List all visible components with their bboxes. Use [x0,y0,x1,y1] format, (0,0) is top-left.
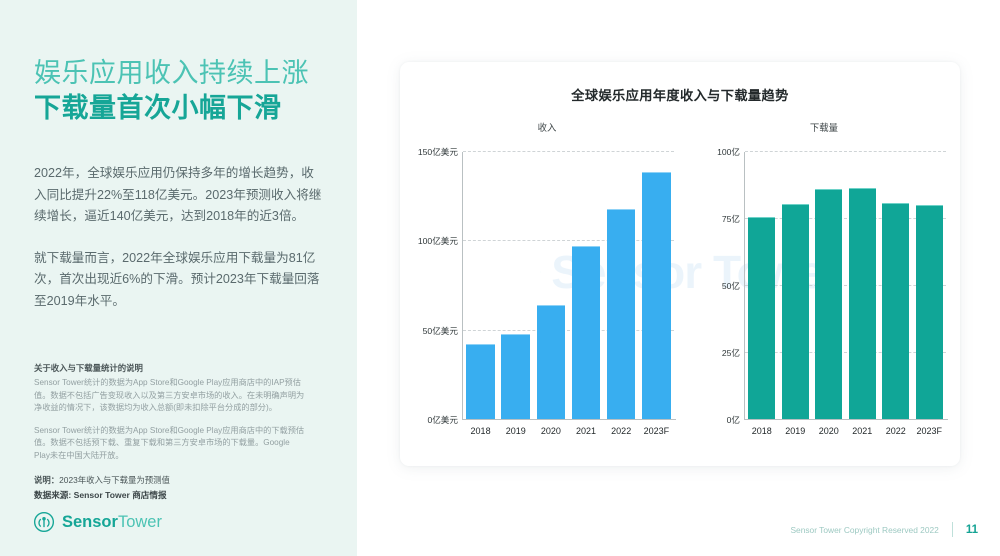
bar-slot [536,152,566,419]
page-number: 11 [965,523,978,536]
bar-slot [642,152,671,419]
body-copy: 2022年，全球娱乐应用仍保持多年的增长趋势，收入同比提升22%至118亿美元。… [34,163,324,312]
footnote-revenue: Sensor Tower统计的数据为App Store和Google Play应… [34,378,305,413]
bar-slot [466,152,495,419]
downloads-gridline [745,285,946,286]
wordmark-sensor: Sensor [62,513,118,531]
explanation-value: 2023年收入与下载量为预测值 [59,474,170,485]
downloads-bar-2021[interactable] [848,188,876,419]
footer: Sensor Tower Copyright Reserved 2022 11 [790,522,978,537]
sensor-tower-logo: SensorTower [33,511,162,533]
downloads-gridline [745,151,946,152]
explanation-line: 说明：2023年收入与下载量为预测值 [34,474,306,487]
downloads-y-tick-label: 50亿 [721,281,740,291]
revenue-bars [463,152,674,419]
bar-slot [915,152,943,419]
revenue-x-label-2018: 2018 [470,426,491,436]
downloads-bar-2022[interactable] [882,202,910,419]
data-source-line: 数据来源: Sensor Tower 商店情报 [34,489,167,500]
downloads-x-label-2022: 2022 [885,426,906,436]
chart-title: 全球娱乐应用年度收入与下载量趋势 [571,88,789,103]
downloads-plot: 0亿 25亿 50亿 75亿 100亿 [700,147,948,425]
revenue-x-label-2020: 2020 [540,426,561,436]
bar-slot [606,152,636,419]
chart-card: 全球娱乐应用年度收入与下载量趋势 Sensor Tower 收入 0亿美元 50亿… [400,62,960,466]
bar-slot [815,152,843,419]
revenue-y-axis [462,152,463,420]
downloads-bar-2023F[interactable] [915,205,943,419]
downloads-y-tick-label: 100亿 [717,147,740,157]
page-title: 娱乐应用收入持续上涨 下载量首次小幅下滑 [34,56,344,126]
downloads-y-axis [744,152,745,420]
revenue-x-label-2022: 2022 [611,426,632,436]
downloads-x-label-2020: 2020 [818,426,839,436]
downloads-bar-2019[interactable] [781,204,809,419]
downloads-y-tick-label: 75亿 [721,214,740,224]
downloads-y-tick-label: 25亿 [721,348,740,358]
footnote-downloads: Sensor Tower统计的数据为App Store和Google Play应… [34,425,305,460]
downloads-x-label-2021: 2021 [852,426,873,436]
wordmark-tower: Tower [117,513,162,531]
downloads-y-tick-label: 0亿 [726,415,740,425]
downloads-x-label-2018: 2018 [751,426,772,436]
downloads-gridline [745,352,946,353]
downloads-bars [745,152,946,419]
explanation-label: 说明： [34,474,60,485]
revenue-bar-2019[interactable] [501,333,530,419]
revenue-gridline [463,240,674,242]
revenue-x-label-2021: 2021 [576,426,597,436]
copyright-text: Sensor Tower Copyright Reserved 2022 [790,524,939,535]
downloads-x-label-2023F: 2023F [916,426,943,436]
bar-slot [848,152,876,419]
left-info-panel: 娱乐应用收入持续上涨 下载量首次小幅下滑 2022年，全球娱乐应用仍保持多年的增… [0,0,357,556]
revenue-subtitle: 收入 [537,122,557,133]
revenue-panel: 收入 0亿美元 50亿美元 100亿美元 150亿美元 2018 2019 2020 202… [418,120,676,450]
revenue-bar-2021[interactable] [571,246,601,419]
headline-line-1: 娱乐应用收入持续上涨 [34,58,309,88]
revenue-y-tick-label: 0亿美元 [427,415,458,425]
headline-line-2: 下载量首次小幅下滑 [34,93,282,123]
revenue-x-axis [462,419,676,420]
bar-slot [501,152,530,419]
revenue-bar-2020[interactable] [536,305,566,419]
sensor-tower-wordmark: SensorTower [62,511,162,533]
revenue-y-tick-label: 50亿美元 [422,325,458,336]
downloads-panel: 下载量 0亿 25亿 50亿 75亿 100亿 2018 2019 2020 2021 2022… [700,120,948,450]
downloads-gridline [745,218,946,219]
bar-slot [781,152,809,419]
footnotes-title: 关于收入与下载量统计的说明 [34,363,143,373]
bar-slot [882,152,910,419]
revenue-gridline [463,329,674,331]
revenue-x-label-2019: 2019 [505,426,526,436]
sensor-tower-antenna-icon [33,511,55,533]
revenue-y-tick-label: 100亿美元 [417,236,458,247]
revenue-x-label-2023F: 2023F [643,426,670,436]
revenue-y-tick-label: 150亿美元 [417,147,458,157]
revenue-bar-2018[interactable] [466,344,495,419]
downloads-bar-2020[interactable] [815,189,843,419]
downloads-bar-2018[interactable] [748,217,776,419]
revenue-x-labels: 2018 2019 2020 2021 2022 2023F [463,426,674,436]
revenue-bar-2023F[interactable] [642,171,671,419]
revenue-plot: 0亿美元 50亿美元 100亿美元 150亿美元 [417,147,676,425]
bar-slot [571,152,601,419]
downloads-subtitle: 下载量 [809,122,839,133]
revenue-gridline [463,151,674,152]
downloads-x-labels: 2018 2019 2020 2021 2022 2023F [745,426,946,436]
downloads-x-axis [744,419,948,420]
footer-divider [951,522,953,537]
paragraph-downloads: 就下载量而言，2022年全球娱乐应用下载量为81亿次，首次出现近6%的下滑。预计… [34,250,320,308]
bar-slot [748,152,776,419]
paragraph-revenue: 2022年，全球娱乐应用仍保持多年的增长趋势，收入同比提升22%至118亿美元。… [34,166,322,223]
downloads-x-label-2019: 2019 [785,426,806,436]
revenue-bar-2022[interactable] [606,208,636,419]
footnotes: 关于收入与下载量统计的说明 Sensor Tower统计的数据为App Stor… [34,362,306,502]
